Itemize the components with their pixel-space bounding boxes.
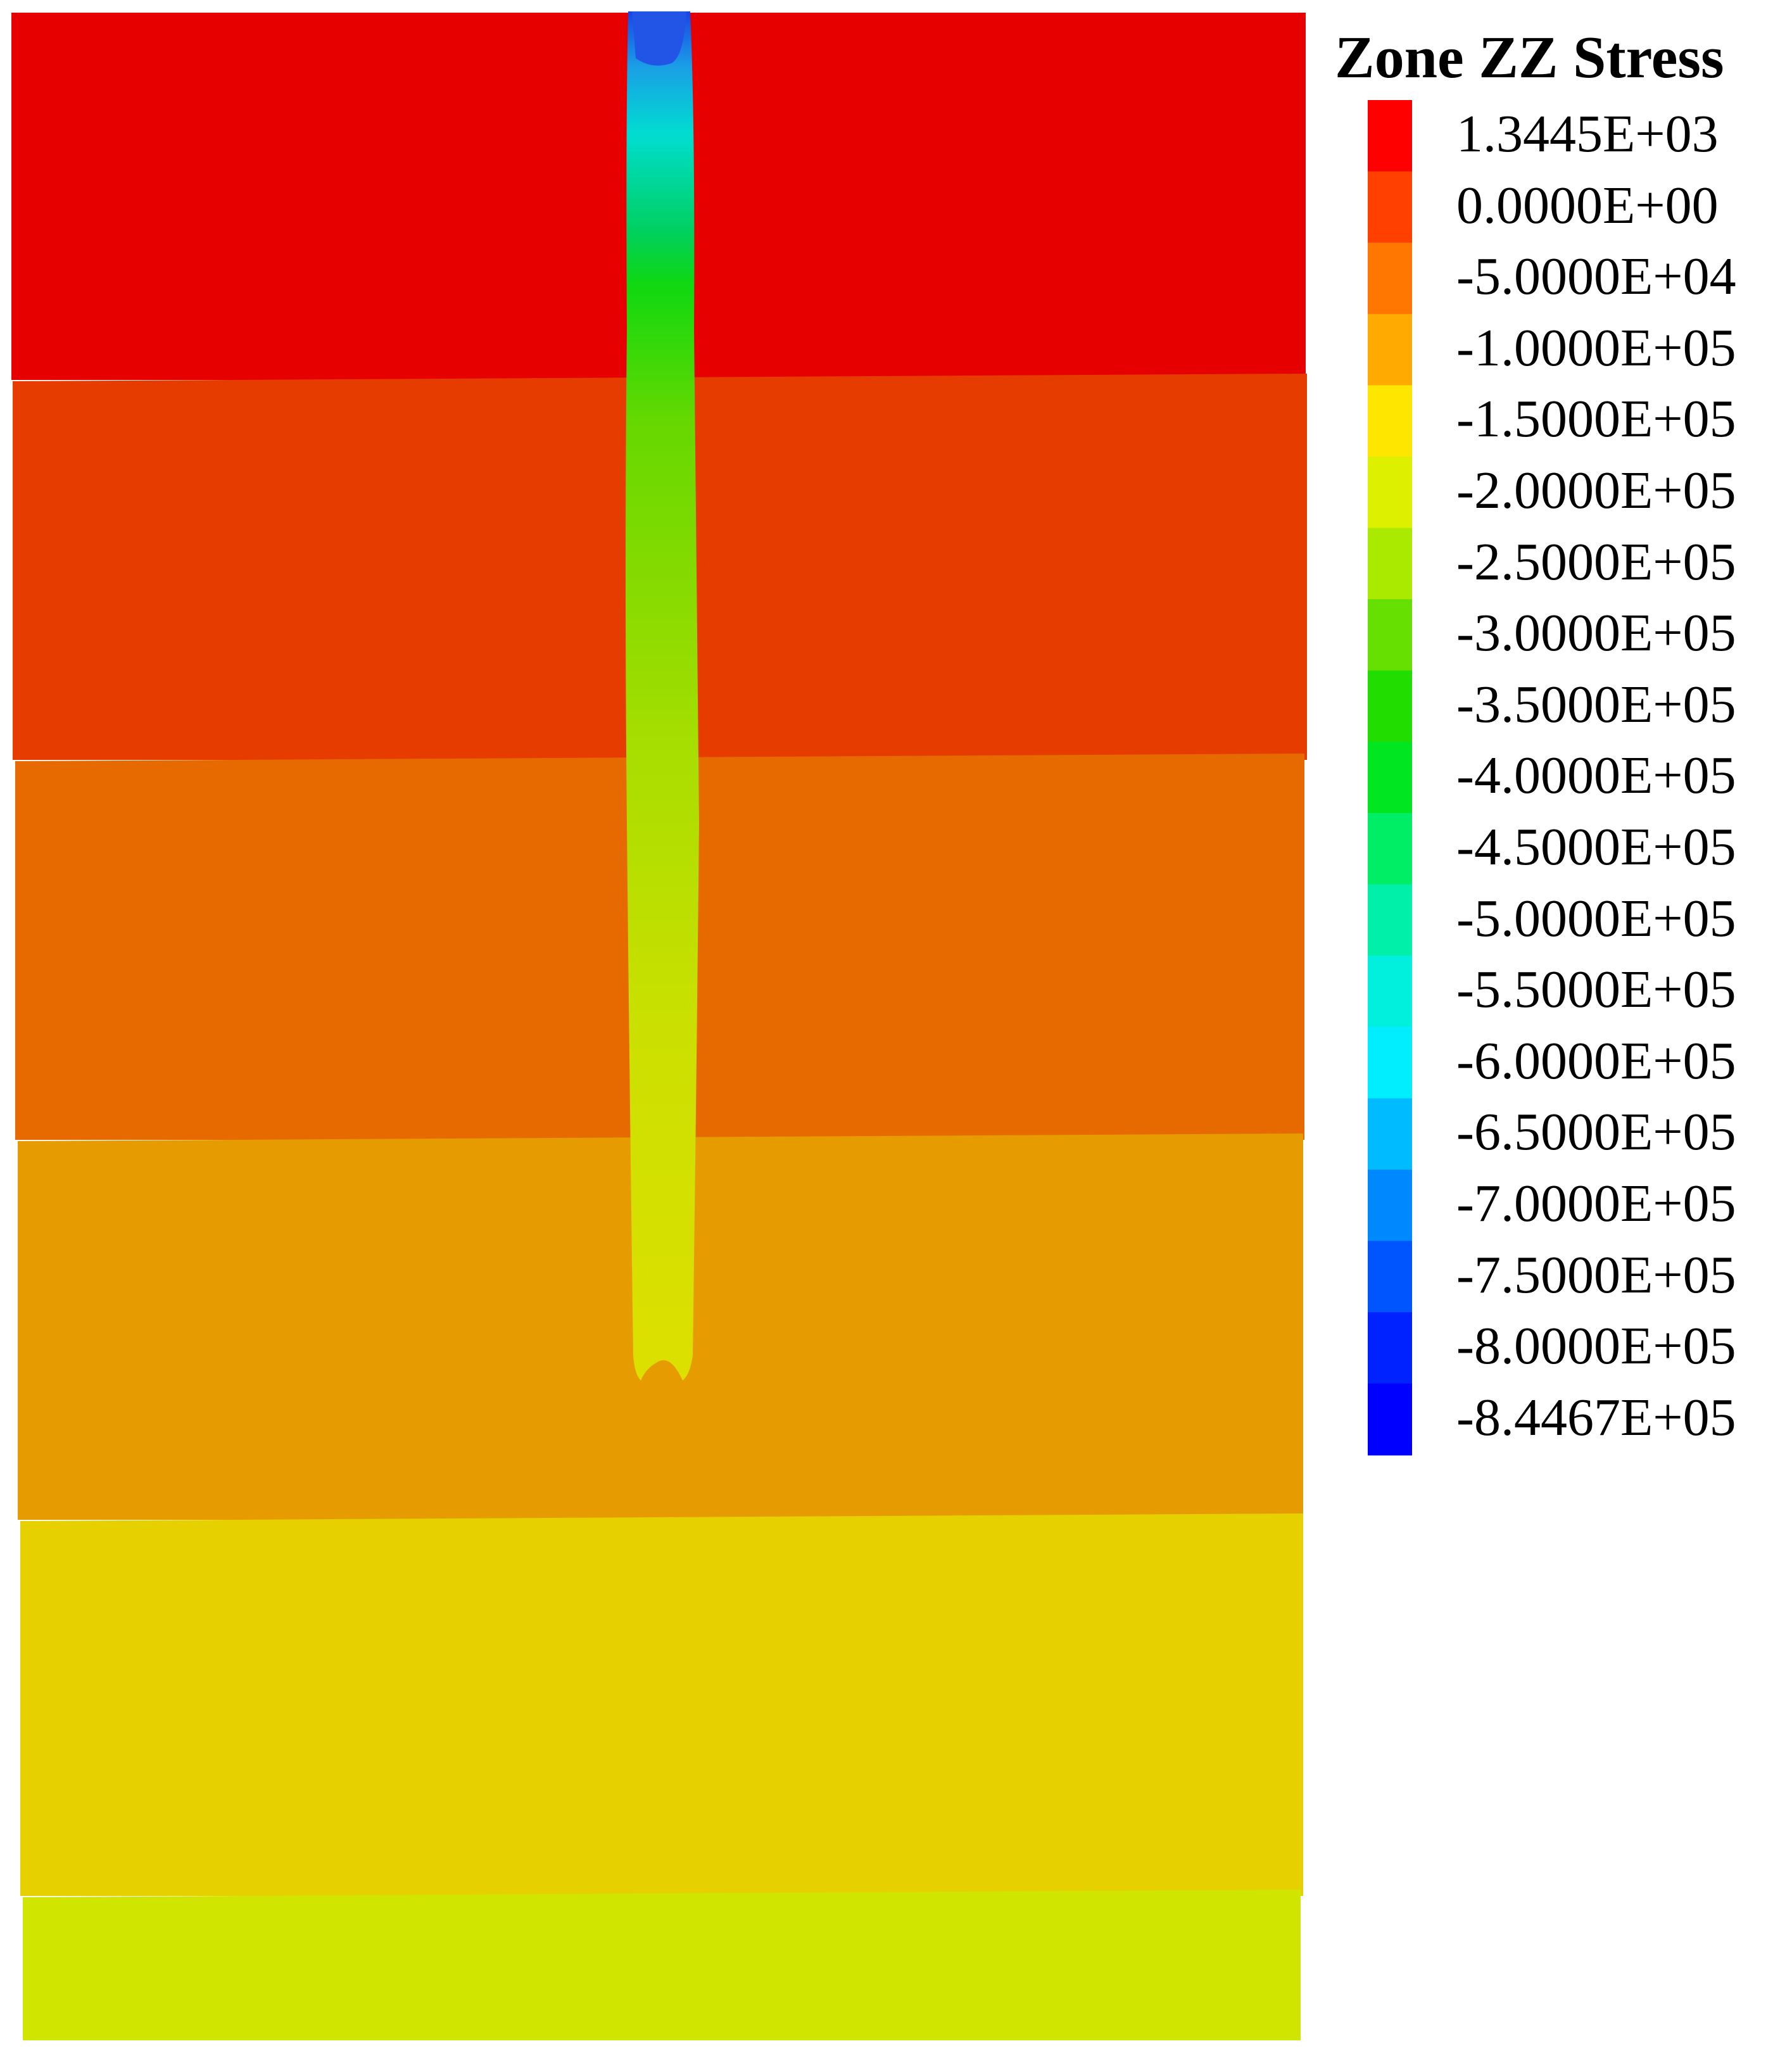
legend-label: 1.3445E+03 <box>1456 104 1719 163</box>
pile-shaft <box>626 11 699 1380</box>
legend-swatch-12 <box>1368 884 1412 957</box>
legend-label: -2.0000E+05 <box>1456 461 1736 520</box>
legend-label: -3.0000E+05 <box>1456 603 1736 663</box>
legend-swatch-3 <box>1368 243 1412 315</box>
legend-swatch-14 <box>1368 1026 1412 1099</box>
legend-label: -8.4467E+05 <box>1456 1387 1736 1447</box>
contour-band-6 <box>23 1890 1301 2040</box>
legend-label: -1.5000E+05 <box>1456 389 1736 449</box>
legend-label: -5.5000E+05 <box>1456 960 1736 1020</box>
legend-swatch-8 <box>1368 599 1412 671</box>
legend-label: -6.0000E+05 <box>1456 1031 1736 1090</box>
legend-swatch-9 <box>1368 670 1412 743</box>
legend-swatch-18 <box>1368 1312 1412 1384</box>
legend-swatch-13 <box>1368 956 1412 1028</box>
legend-label: -5.0000E+04 <box>1456 247 1736 306</box>
legend-swatch-15 <box>1368 1098 1412 1170</box>
legend-label: -7.0000E+05 <box>1456 1174 1736 1233</box>
legend-label: -8.0000E+05 <box>1456 1317 1736 1376</box>
legend-swatch-11 <box>1368 813 1412 885</box>
legend-swatch-1 <box>1368 100 1412 172</box>
legend-label: -4.0000E+05 <box>1456 746 1736 805</box>
legend-swatch-5 <box>1368 385 1412 457</box>
legend-swatch-10 <box>1368 742 1412 814</box>
legend-swatch-6 <box>1368 457 1412 529</box>
legend-title: Zone ZZ Stress <box>1335 25 1724 91</box>
legend-swatch-19 <box>1368 1383 1412 1456</box>
legend-label: -4.5000E+05 <box>1456 818 1736 876</box>
legend-label: -1.0000E+05 <box>1456 318 1736 377</box>
legend-swatch-17 <box>1368 1241 1412 1313</box>
legend-color-bar <box>1368 100 1412 1456</box>
pile-column <box>626 11 699 1380</box>
contour-band-5 <box>20 1513 1303 1896</box>
legend-swatch-7 <box>1368 527 1412 600</box>
pile-head-stress-zone <box>632 11 686 66</box>
legend-label: -3.5000E+05 <box>1456 674 1736 734</box>
legend-swatch-16 <box>1368 1170 1412 1242</box>
legend-label: -6.5000E+05 <box>1456 1102 1736 1162</box>
legend-label: -2.5000E+05 <box>1456 532 1736 591</box>
legend-swatch-2 <box>1368 171 1412 244</box>
legend-label: -5.0000E+05 <box>1456 888 1736 948</box>
legend-swatch-4 <box>1368 313 1412 386</box>
legend-label: 0.0000E+00 <box>1456 175 1719 235</box>
legend-label: -7.5000E+05 <box>1456 1245 1736 1304</box>
